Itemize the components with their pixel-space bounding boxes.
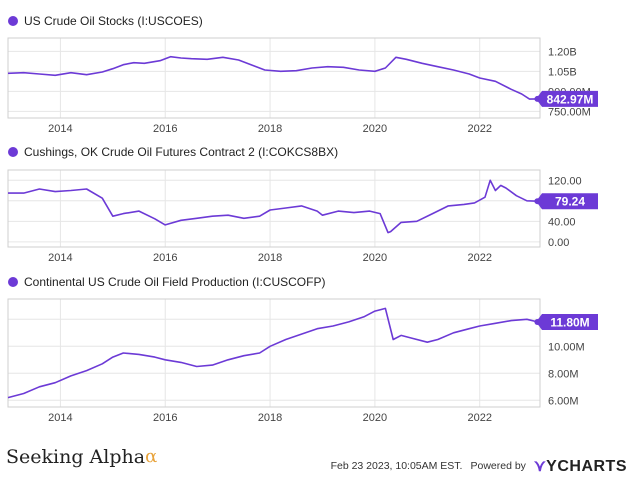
y-tick-label: 8.00M	[548, 368, 579, 380]
last-value-tag	[536, 193, 598, 210]
series-dot-icon	[8, 147, 18, 157]
chart-3-title-row: Continental US Crude Oil Field Productio…	[8, 275, 325, 289]
x-tick-label: 2018	[258, 123, 282, 135]
x-tick-label: 2014	[48, 252, 72, 264]
footer-timestamp: Feb 23 2023, 10:05AM EST.	[330, 460, 463, 472]
seeking-alpha-logo: Seeking Alphaα	[6, 446, 157, 468]
chart-1-title: US Crude Oil Stocks (I:USCOES)	[24, 14, 203, 28]
ycharts-logo-text: YCHARTS	[546, 458, 627, 475]
plot-frame	[7, 298, 541, 408]
y-tick-label: 6.00M	[548, 395, 579, 407]
x-tick-label: 2016	[153, 412, 177, 424]
y-tick-label: 120.00	[548, 175, 582, 187]
x-tick-label: 2020	[363, 412, 387, 424]
x-tick-label: 2022	[467, 252, 491, 264]
alpha-mark: α	[145, 446, 158, 467]
series-line	[7, 55, 538, 100]
series-dot-icon	[8, 277, 18, 287]
y-tick-label: 0.00	[548, 237, 569, 249]
x-tick-label: 2014	[48, 412, 72, 424]
x-tick-label: 2020	[363, 123, 387, 135]
y-tick-label: 40.00	[548, 216, 576, 228]
x-tick-label: 2020	[363, 252, 387, 264]
x-tick-label: 2016	[153, 252, 177, 264]
x-tick-label: 2018	[258, 252, 282, 264]
y-tick-label: 1.05B	[548, 66, 577, 78]
chart-2-title: Cushings, OK Crude Oil Futures Contract …	[24, 145, 339, 159]
chart-1: 1.20B1.05B900.00M750.00M2014201620182020…	[7, 37, 598, 135]
y-tick-label: 750.00M	[548, 106, 591, 118]
plot-frame	[7, 37, 541, 119]
powered-by-text: Powered by	[470, 460, 526, 472]
chart-2-title-row: Cushings, OK Crude Oil Futures Contract …	[8, 145, 338, 159]
last-value-tag	[536, 313, 598, 330]
x-tick-label: 2018	[258, 412, 282, 424]
footer-right: Feb 23 2023, 10:05AM EST. Powered by ⋎YC…	[331, 456, 627, 476]
x-tick-label: 2016	[153, 123, 177, 135]
plot-frame	[7, 169, 541, 248]
last-value-label: 79.24	[555, 195, 585, 209]
x-tick-label: 2022	[467, 412, 491, 424]
chart-1-title-row: US Crude Oil Stocks (I:USCOES)	[8, 14, 203, 28]
series-dot-icon	[8, 16, 18, 26]
last-value-tag	[536, 90, 598, 107]
last-value-label: 842.97M	[547, 92, 594, 106]
series-line	[8, 179, 538, 234]
x-tick-label: 2014	[48, 123, 72, 135]
x-tick-label: 2022	[467, 123, 491, 135]
chart-3-title: Continental US Crude Oil Field Productio…	[24, 275, 326, 289]
series-line	[7, 307, 538, 399]
chart-3: 12.00M10.00M8.00M6.00M201420162018202020…	[7, 298, 598, 424]
y-tick-label: 10.00M	[548, 341, 585, 353]
y-tick-label: 1.20B	[548, 46, 577, 58]
last-value-label: 11.80M	[550, 315, 589, 329]
brand-name: Seeking Alpha	[6, 446, 146, 468]
chart-2: 120.0080.0040.000.0020142016201820202022…	[7, 169, 598, 264]
ycharts-logo: ⋎YCHARTS	[533, 458, 627, 475]
